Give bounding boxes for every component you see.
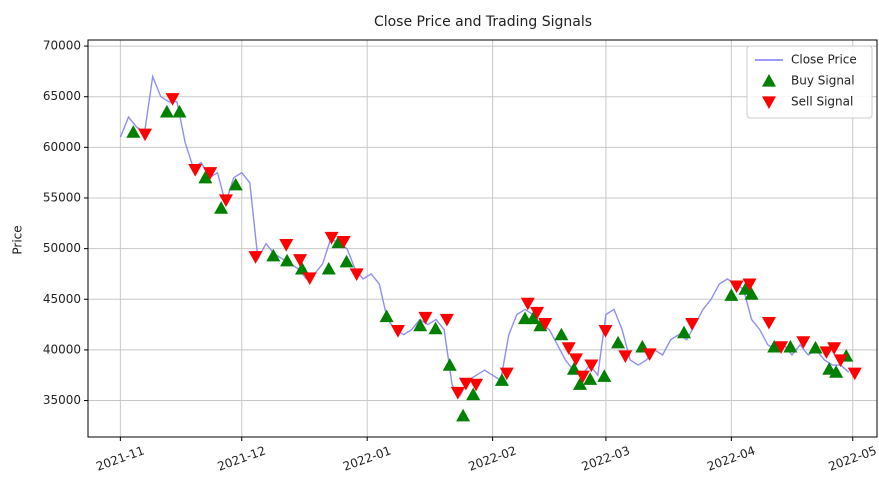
y-tick-label: 45000 xyxy=(43,292,81,306)
signal-marker xyxy=(248,251,263,264)
signal-marker xyxy=(561,342,576,355)
signal-marker xyxy=(138,128,153,142)
signal-marker xyxy=(573,377,588,390)
signal-marker xyxy=(198,170,213,184)
signal-marker xyxy=(774,341,789,354)
y-tick-label: 65000 xyxy=(43,89,81,103)
signal-marker xyxy=(469,378,484,392)
signal-marker xyxy=(390,325,405,338)
signal-marker xyxy=(428,321,443,335)
x-tick-label: 2022-05 xyxy=(827,443,879,473)
signal-marker xyxy=(439,313,454,327)
signal-marker xyxy=(847,367,862,381)
signal-marker xyxy=(729,280,744,294)
signal-marker xyxy=(738,282,753,295)
x-tick-label: 2022-04 xyxy=(705,443,757,473)
signal-marker xyxy=(159,104,174,118)
signal-marker xyxy=(761,316,776,330)
signal-marker xyxy=(442,358,457,371)
signal-marker xyxy=(642,348,657,361)
signal-marker xyxy=(568,353,583,367)
signal-marker xyxy=(188,164,203,177)
signal-marker xyxy=(450,386,465,400)
signal-marker xyxy=(520,297,535,311)
legend-label: Buy Signal xyxy=(791,74,855,88)
x-tick-label: 2022-02 xyxy=(466,443,518,473)
signal-marker xyxy=(458,377,473,391)
signal-marker xyxy=(126,125,141,138)
signal-marker xyxy=(724,288,739,301)
signal-marker xyxy=(538,317,553,331)
signal-marker xyxy=(214,201,229,214)
y-tick-label: 55000 xyxy=(43,190,81,204)
y-tick-label: 70000 xyxy=(43,39,81,53)
chart-title: Close Price and Trading Signals xyxy=(374,14,592,30)
signal-marker xyxy=(349,268,364,281)
signal-marker xyxy=(321,261,336,275)
signal-marker xyxy=(796,336,811,349)
signal-marker xyxy=(172,104,187,118)
y-tick-label: 35000 xyxy=(43,393,81,407)
legend-swatch xyxy=(762,74,776,87)
signal-marker xyxy=(499,367,514,381)
signal-marker xyxy=(827,342,842,355)
signal-marker xyxy=(266,248,281,262)
signal-marker xyxy=(767,339,782,353)
signal-marker xyxy=(339,254,354,268)
signal-marker xyxy=(819,346,834,359)
signal-marker xyxy=(575,370,590,384)
signal-marker xyxy=(203,167,218,180)
signal-marker xyxy=(165,93,180,106)
signal-marker xyxy=(279,238,294,252)
x-tick-label: 2021-11 xyxy=(94,443,146,473)
signal-marker xyxy=(685,317,700,331)
signal-marker xyxy=(742,278,757,292)
signal-marker xyxy=(494,373,509,386)
signal-marker xyxy=(611,335,626,349)
plot-frame xyxy=(87,39,878,438)
signal-marker xyxy=(833,354,848,368)
signal-marker xyxy=(336,235,351,249)
x-tick-label: 2022-03 xyxy=(580,443,632,473)
legend-swatch xyxy=(762,96,776,109)
signal-marker xyxy=(618,350,633,363)
signal-marker xyxy=(744,287,759,300)
y-axis-label: Price xyxy=(11,225,25,254)
x-tick-label: 2022-01 xyxy=(341,443,393,473)
legend-label: Close Price xyxy=(791,53,857,67)
legend-box xyxy=(746,45,873,119)
price-line xyxy=(119,73,850,397)
signal-marker xyxy=(526,311,541,325)
y-tick-label: 50000 xyxy=(43,241,81,255)
signal-marker xyxy=(583,372,598,385)
signal-marker xyxy=(808,340,823,354)
signal-marker xyxy=(302,272,317,285)
signal-marker xyxy=(293,254,308,267)
signal-marker xyxy=(324,231,339,245)
signal-marker xyxy=(676,325,691,339)
signal-marker xyxy=(418,311,433,325)
signal-marker xyxy=(413,318,428,332)
signal-marker xyxy=(598,325,613,338)
signal-marker xyxy=(783,339,798,353)
y-tick-label: 40000 xyxy=(43,342,81,356)
signal-marker xyxy=(228,177,243,191)
signal-marker xyxy=(554,327,569,341)
x-tick-label: 2021-12 xyxy=(216,443,268,473)
signal-marker xyxy=(466,387,481,401)
signal-marker xyxy=(379,309,394,323)
signal-marker xyxy=(584,359,599,373)
legend-label: Sell Signal xyxy=(791,95,853,109)
signal-marker xyxy=(456,408,471,422)
signal-marker xyxy=(280,253,295,267)
signal-marker xyxy=(218,194,233,208)
signal-marker xyxy=(295,261,310,275)
signal-marker xyxy=(829,365,844,378)
y-tick-label: 60000 xyxy=(43,140,81,154)
signal-marker xyxy=(530,306,545,320)
signal-marker xyxy=(597,369,612,382)
